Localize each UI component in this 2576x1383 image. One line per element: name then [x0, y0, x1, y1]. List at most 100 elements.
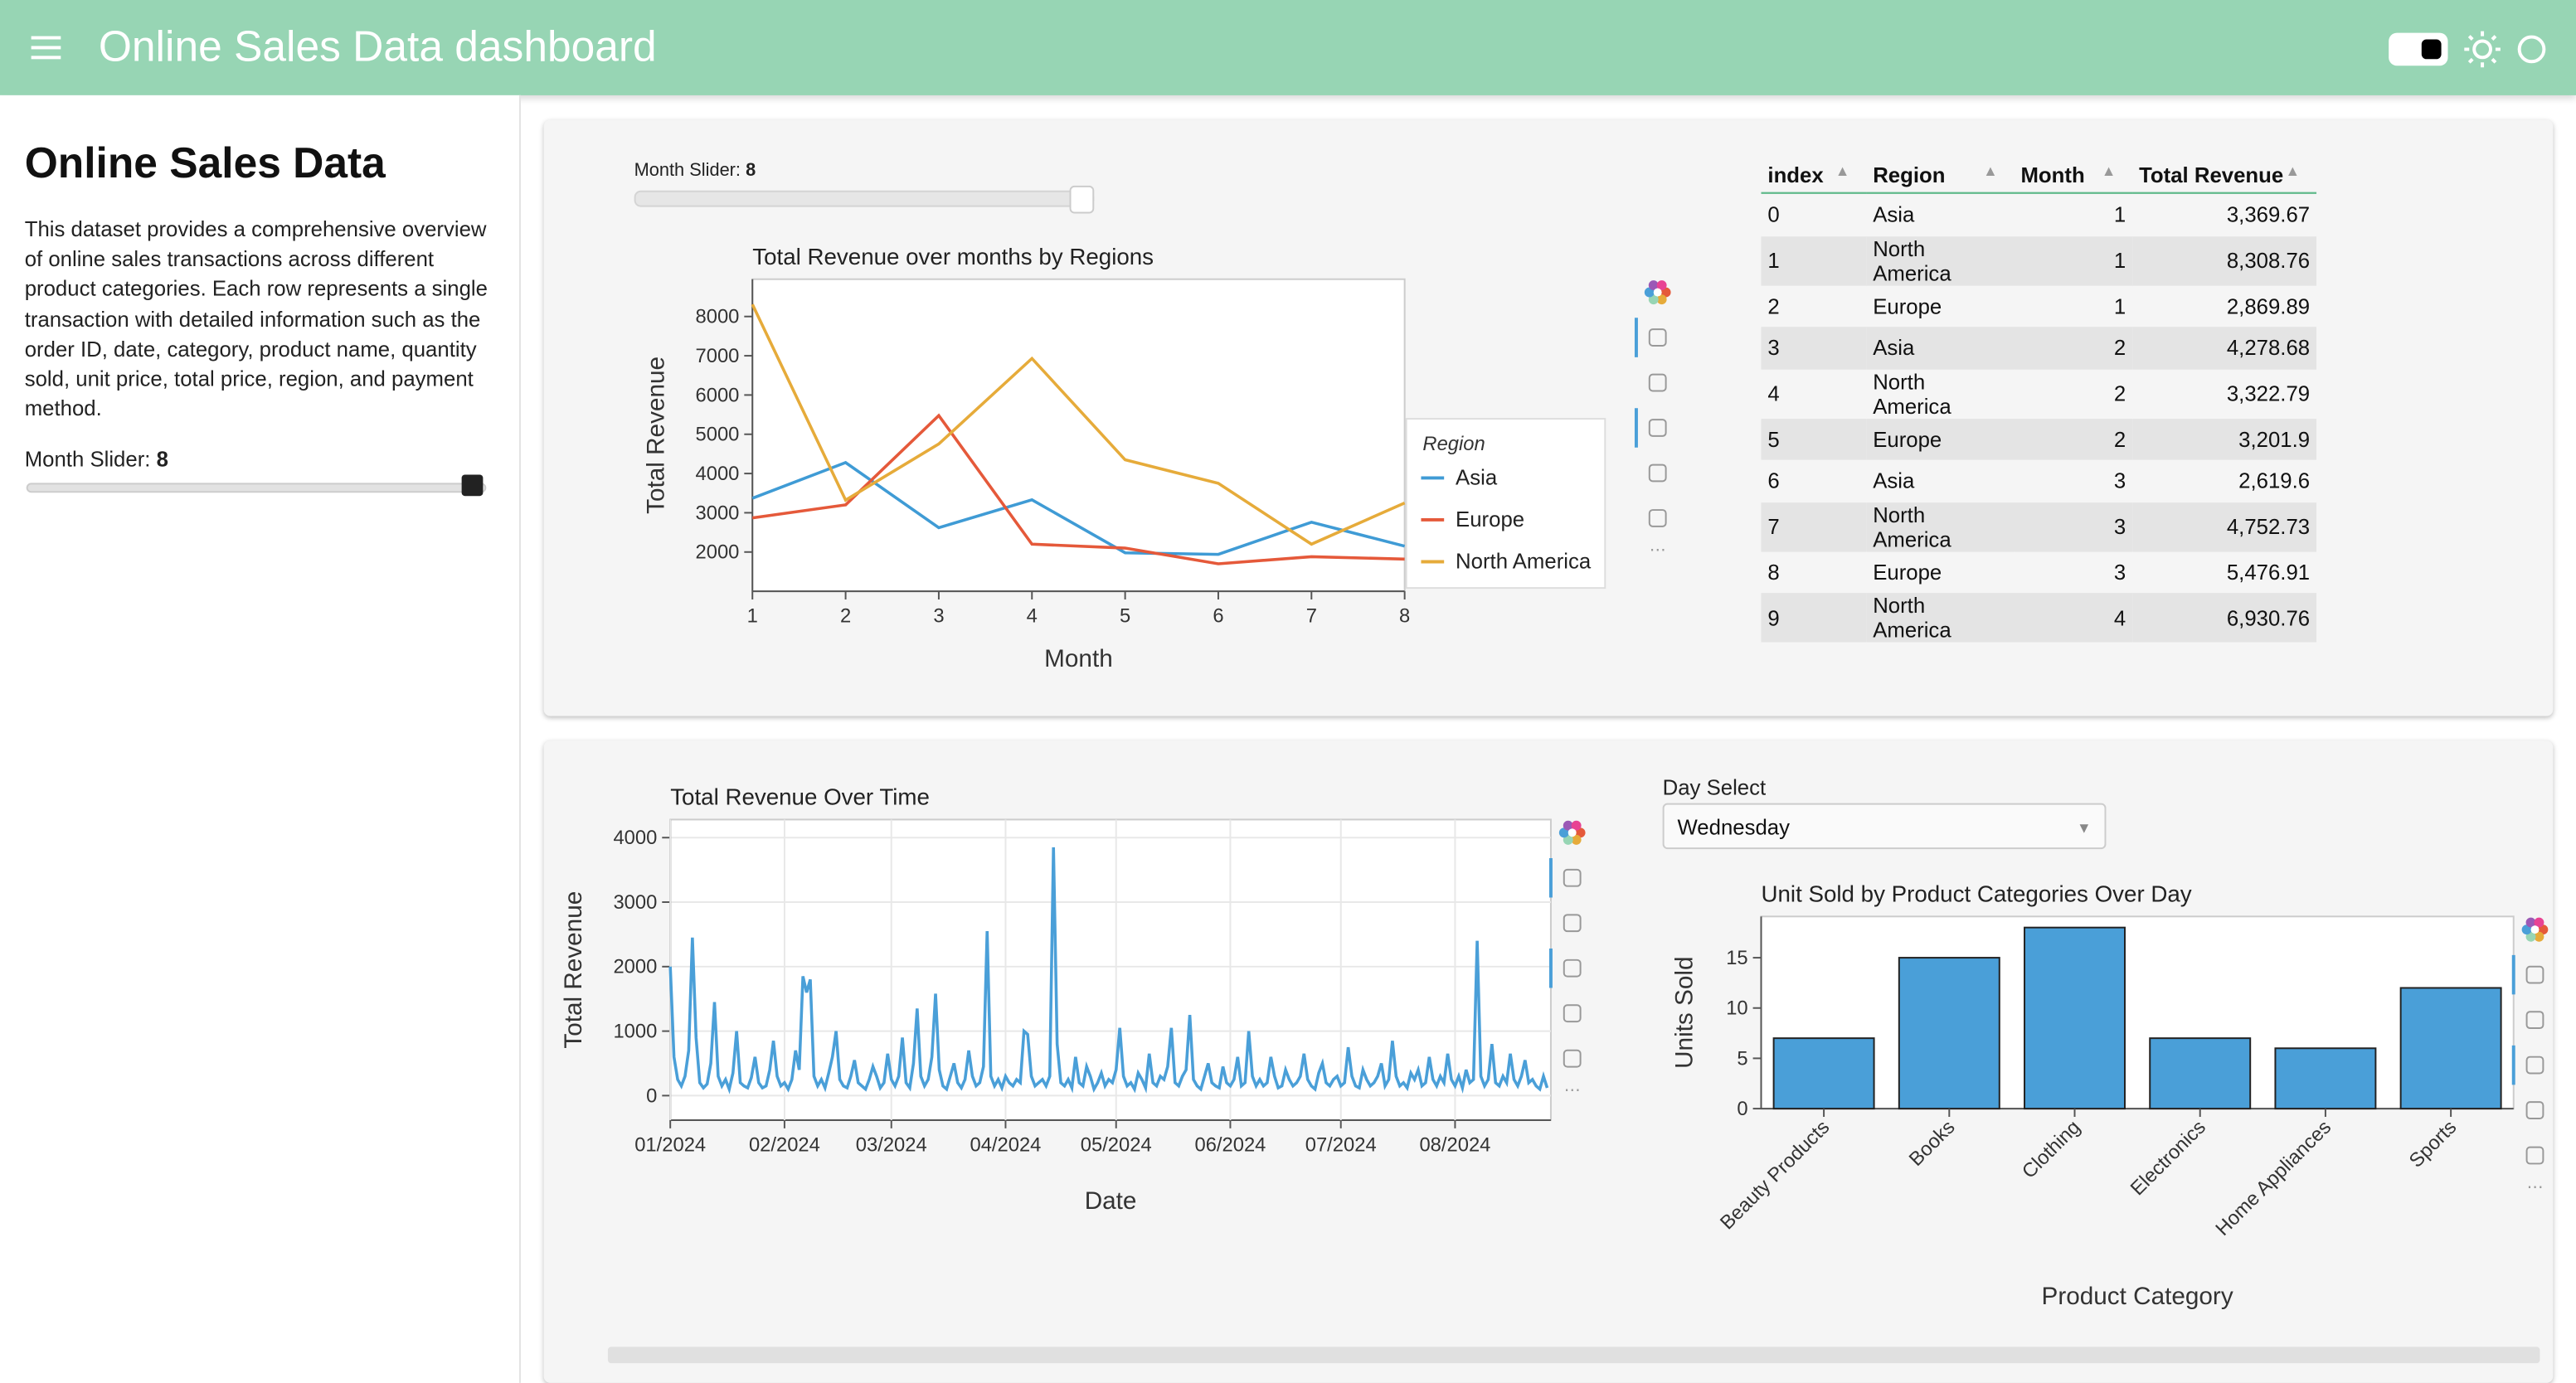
x-tick-label: Home Appliances [2211, 1116, 2335, 1240]
x-tick-label: Beauty Products [1716, 1116, 1834, 1234]
table-row: 8 Europe 3 5,476.91 [1761, 551, 2316, 594]
table-cell: 2,619.6 [2238, 468, 2311, 493]
column-header[interactable]: index ▲ [1761, 156, 1867, 194]
table-cell: Europe [1873, 559, 1942, 585]
toolbar-logo[interactable] [1575, 827, 1586, 838]
toolbar-tool[interactable] [2525, 965, 2544, 984]
table-header: index ▲ Region ▲ Month ▲ Total Revenue ▲ [1761, 156, 2317, 194]
toolbar-logo[interactable] [2534, 917, 2544, 928]
y-axis-label: Total Revenue [642, 357, 669, 514]
toolbar-logo[interactable] [1656, 280, 1667, 290]
x-tick-label: 2 [840, 605, 851, 628]
theme-controls[interactable] [2385, 28, 2559, 71]
table-cell: Asia [1873, 202, 1915, 227]
x-tick-label: 7 [1306, 605, 1317, 628]
table-row: 4 North America 2 3,322.79 [1761, 369, 2316, 418]
table-cell: 1 [2014, 235, 2133, 285]
table-cell: North America [1866, 235, 2015, 285]
toolbar-tool[interactable] [2525, 1146, 2544, 1165]
toolbar-logo-center [1653, 288, 1662, 297]
x-tick-label: Sports [2405, 1116, 2462, 1172]
toolbar-tool[interactable] [2525, 1011, 2544, 1030]
toolbar-logo[interactable] [2538, 924, 2549, 935]
column-header[interactable]: Total Revenue ▲ [2132, 156, 2317, 194]
x-tick-label: 6 [1213, 605, 1223, 628]
sort-icon: ▲ [2101, 162, 2117, 178]
toolbar-logo[interactable] [1563, 834, 1573, 845]
x-axis-label: Date [1085, 1187, 1137, 1215]
toolbar-logo[interactable] [2521, 924, 2532, 935]
toolbar-tool[interactable] [1648, 328, 1667, 347]
slider-value: 8 [156, 446, 168, 472]
toolbar-tool[interactable] [1648, 463, 1667, 483]
legend-title: Region [1422, 433, 1485, 455]
toolbar-logo[interactable] [1563, 820, 1573, 831]
toolbar-logo[interactable] [1644, 287, 1655, 298]
table-cell: 8 [1767, 559, 1780, 585]
table-cell: 9 [1761, 593, 1867, 643]
x-tick-label: 8 [1399, 605, 1410, 628]
data-table: index ▲ Region ▲ Month ▲ Total Revenue ▲ 0 Asia 1 3… [1761, 156, 2317, 643]
toolbar-tool[interactable] [1563, 914, 1582, 933]
toolbar-logo[interactable] [1648, 280, 1659, 290]
y-tick-label: 8000 [696, 306, 740, 328]
legend-label: Europe [1456, 508, 1524, 531]
table-row: 9 North America 4 6,930.76 [1761, 593, 2317, 643]
table-row: 5 Europe 2 3,201.9 [1761, 418, 2317, 460]
toolbar-logo-center [1567, 828, 1577, 837]
table-cell: Europe [1866, 418, 2015, 460]
toolbar-logo[interactable] [1648, 294, 1659, 305]
bar [1772, 1037, 1875, 1110]
table-cell: 1 [2113, 294, 2126, 318]
toolbar-tool[interactable] [1648, 509, 1667, 527]
toolbar-tool[interactable] [1563, 868, 1582, 887]
legend-label: North America [1456, 550, 1592, 573]
toolbar-logo[interactable] [2525, 931, 2536, 942]
toolbar-tool[interactable] [1563, 958, 1582, 978]
x-tick-label: Clothing [2018, 1116, 2085, 1183]
slider-track[interactable] [26, 483, 487, 493]
menu-button[interactable] [30, 33, 66, 63]
column-header[interactable]: Month ▲ [2014, 156, 2133, 194]
toolbar-logo[interactable] [1571, 820, 1582, 831]
table-cell: 2 [2014, 327, 2133, 369]
select-arrow: ▼ [2076, 819, 2092, 837]
table-cell: 3 [1761, 327, 1867, 369]
toolbar-logo[interactable] [1558, 827, 1569, 838]
sidebar-description: This dataset provides a comprehensive ov… [24, 216, 488, 421]
toolbar-tool[interactable] [1648, 373, 1667, 392]
day-select[interactable]: Wednesday ▼ [1662, 803, 2107, 850]
x-tick-label: 4 [1027, 605, 1038, 628]
column-header[interactable]: Region ▲ [1866, 156, 2015, 194]
header: Online Sales Data dashboard [0, 0, 2576, 95]
plot-area [669, 818, 1552, 1121]
toolbar-logo[interactable] [2525, 917, 2536, 928]
y-tick-label: 1000 [613, 1021, 657, 1043]
toolbar-logo[interactable] [1571, 834, 1582, 845]
slider-handle[interactable] [461, 474, 484, 497]
x-tick-label: Electronics [2126, 1116, 2210, 1200]
y-tick-label: 3000 [613, 891, 657, 914]
y-tick-label: 5000 [696, 424, 740, 446]
toolbar-tool[interactable] [1648, 419, 1667, 437]
column-header-text: index [1767, 162, 1824, 187]
table-container: index ▲ Region ▲ Month ▲ Total Revenue ▲ 0 Asia 1 3… [1761, 156, 2515, 643]
toolbar-logo[interactable] [1656, 294, 1667, 305]
sort-icon: ▲ [1983, 162, 1998, 178]
scrollbar[interactable] [607, 1347, 2540, 1364]
toolbar-tool[interactable] [2525, 1101, 2544, 1119]
toolbar-logo[interactable] [1660, 287, 1671, 298]
toolbar-tool[interactable] [1563, 1049, 1582, 1068]
x-tick-label: 06/2024 [1194, 1134, 1266, 1157]
bar [2274, 1047, 2377, 1110]
toolbar-tool[interactable] [2525, 1055, 2544, 1075]
toolbar-logo[interactable] [2534, 931, 2544, 942]
y-tick-label: 7000 [696, 345, 740, 367]
table-cell: 5 [1761, 418, 1867, 460]
panel-slider-handle[interactable] [1069, 185, 1095, 214]
table-cell: 8,308.76 [2132, 235, 2317, 285]
table-cell: 3 [2113, 468, 2126, 493]
toolbar-tool[interactable] [1563, 1004, 1582, 1023]
